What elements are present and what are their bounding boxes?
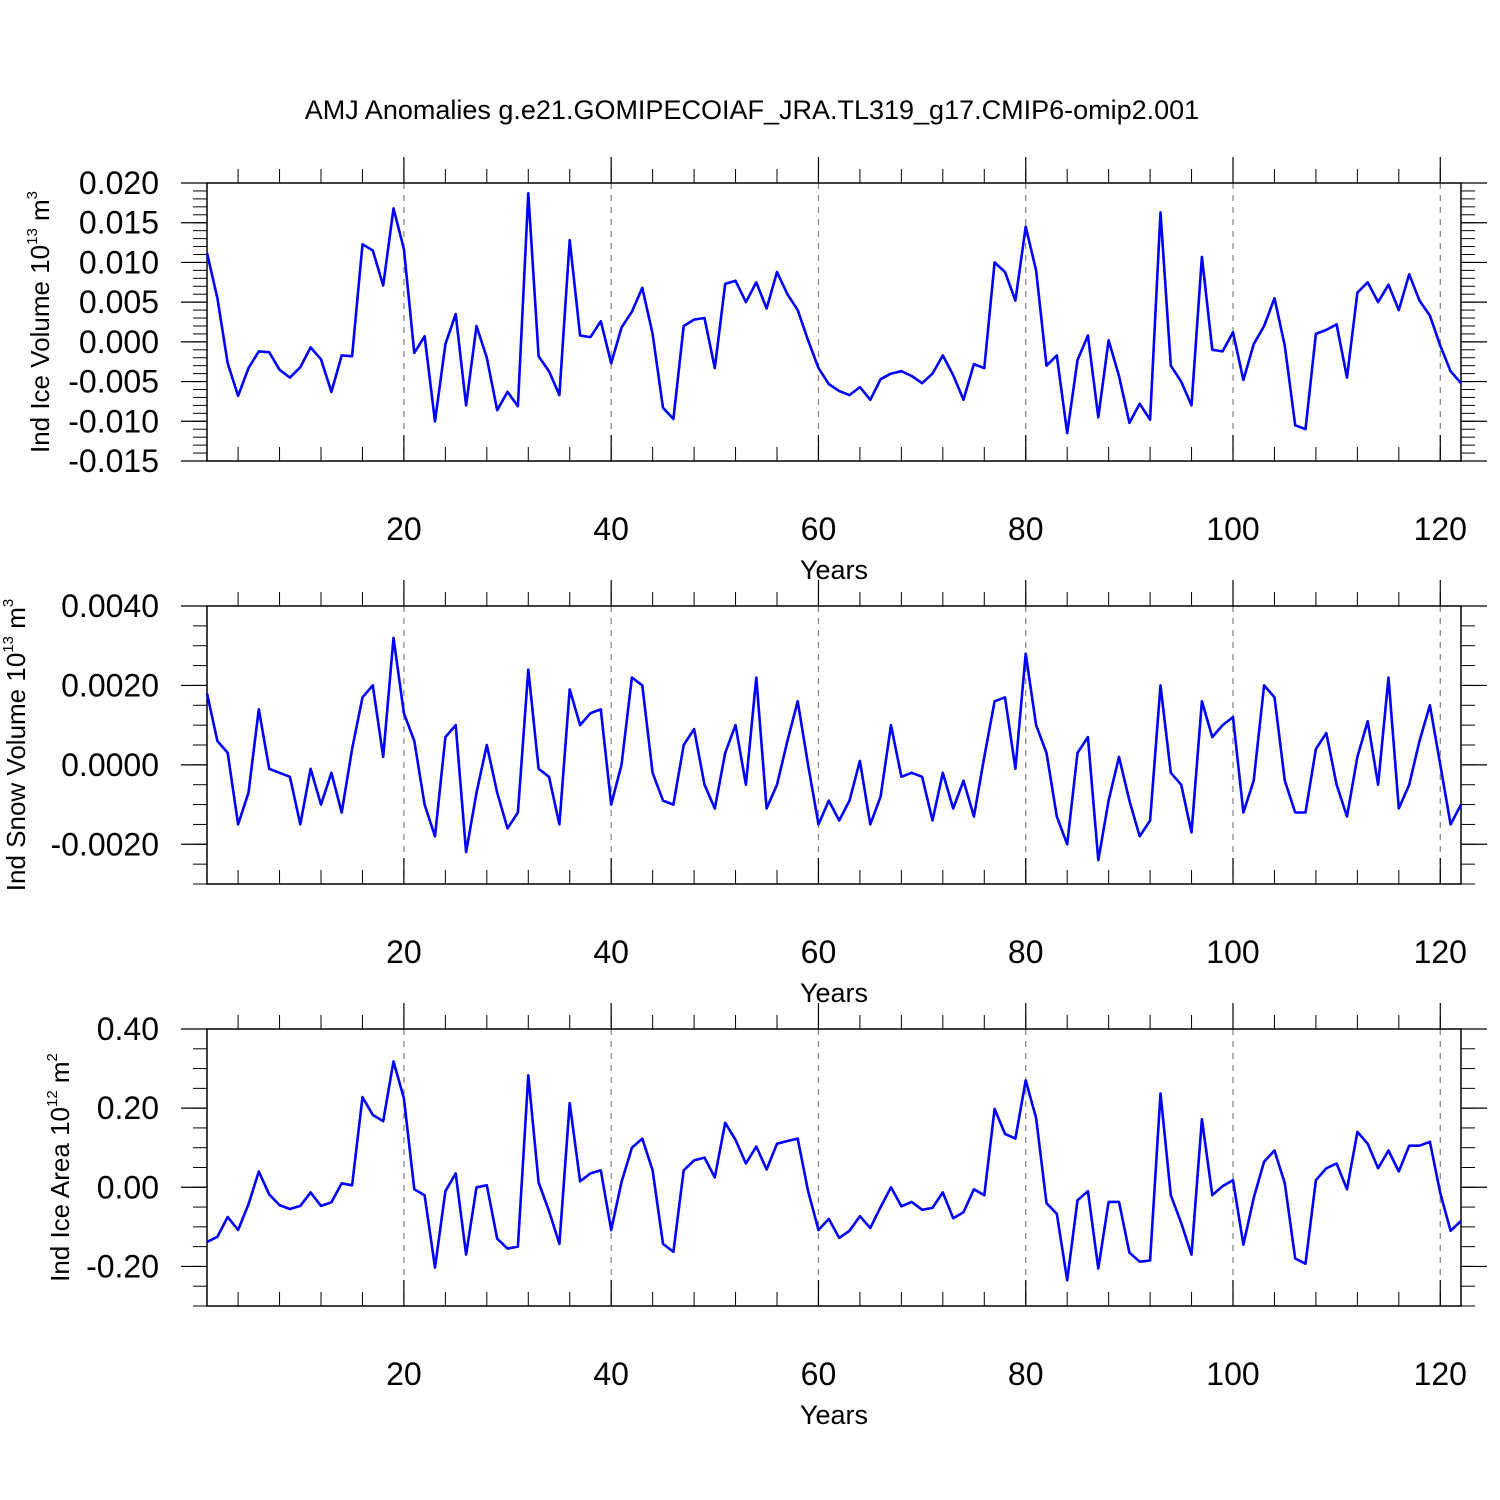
x-tick-label: 100 — [1206, 511, 1259, 547]
x-tick-label: 120 — [1414, 1356, 1467, 1392]
series-line-ice-area — [206, 1060, 1462, 1282]
x-axis-label: Years — [800, 1400, 868, 1430]
series-line-snow-volume — [205, 636, 1463, 862]
y-axis-label: Ind Snow Volume 1013 m3 — [0, 599, 31, 891]
y-axis-label-unit-exponent: 3 — [24, 191, 41, 199]
x-tick-label: 20 — [386, 511, 422, 547]
y-tick-label: -0.20 — [86, 1248, 159, 1284]
x-tick-label: 20 — [386, 934, 422, 970]
y-tick-label: 0.005 — [79, 284, 159, 320]
x-tick-label: 40 — [593, 511, 629, 547]
x-tick-label: 80 — [1008, 934, 1044, 970]
y-axis-label-text: Ind Ice Area 10 — [45, 1107, 75, 1282]
y-tick-label: -0.015 — [68, 443, 159, 479]
x-axis-label: Years — [800, 978, 868, 1008]
y-axis-label-unit-exponent: 2 — [44, 1053, 61, 1061]
panel-snow-volume: -0.0020 0.0000 0.0020 0.0040 20 40 60 80 100 120 Y… — [0, 580, 1487, 1008]
y-tick-label: 0.00 — [97, 1169, 159, 1205]
x-axis-label: Years — [800, 555, 868, 585]
y-axis-label-exponent: 12 — [44, 1090, 61, 1107]
y-tick-label: 0.20 — [97, 1090, 159, 1126]
x-tick-label: 40 — [593, 1356, 629, 1392]
x-tick-label: 100 — [1206, 1356, 1259, 1392]
series-line-ice-volume — [205, 192, 1462, 435]
y-tick-label: 0.020 — [79, 165, 159, 201]
y-tick-label: 0.40 — [97, 1011, 159, 1047]
y-tick-label: 0.0020 — [61, 667, 159, 703]
chart-title: AMJ Anomalies g.e21.GOMIPECOIAF_JRA.TL31… — [305, 95, 1199, 125]
y-axis-label-unit: m — [1, 607, 31, 636]
y-tick-label: -0.0020 — [50, 826, 159, 862]
y-tick-label: 0.010 — [79, 244, 159, 280]
y-axis-label-exponent: 13 — [0, 636, 17, 653]
x-tick-label: 20 — [386, 1356, 422, 1392]
y-axis-label: Ind Ice Volume 1013 m3 — [24, 191, 55, 453]
x-tick-label: 60 — [801, 1356, 837, 1392]
x-tick-label: 40 — [593, 934, 629, 970]
x-tick-label: 80 — [1008, 511, 1044, 547]
y-axis-label-unit: m — [45, 1061, 75, 1090]
y-tick-label: -0.010 — [68, 403, 159, 439]
y-tick-label: 0.0000 — [61, 747, 159, 783]
plot-frame — [206, 182, 1462, 462]
y-axis-label: Ind Ice Area 1012 m2 — [44, 1053, 75, 1282]
x-tick-label: 100 — [1206, 934, 1259, 970]
y-axis-label-unit: m — [25, 199, 55, 228]
x-tick-label: 60 — [801, 511, 837, 547]
y-axis-label-text: Ind Ice Volume 10 — [25, 245, 55, 453]
y-axis-label-exponent: 13 — [24, 228, 41, 245]
x-tick-label: 80 — [1008, 1356, 1044, 1392]
y-tick-label: 0.000 — [79, 324, 159, 360]
y-tick-label: 0.0040 — [61, 588, 159, 624]
x-tick-label: 60 — [801, 934, 837, 970]
y-tick-label: 0.015 — [79, 205, 159, 241]
y-tick-label: -0.005 — [68, 364, 159, 400]
x-tick-label: 120 — [1414, 934, 1467, 970]
panel-ice-area: -0.20 0.00 0.20 0.40 20 40 60 80 100 120 Years Ind … — [44, 1003, 1487, 1430]
y-axis-label-text: Ind Snow Volume 10 — [1, 653, 31, 892]
x-tick-label: 120 — [1414, 511, 1467, 547]
y-axis-label-unit-exponent: 3 — [0, 599, 17, 607]
